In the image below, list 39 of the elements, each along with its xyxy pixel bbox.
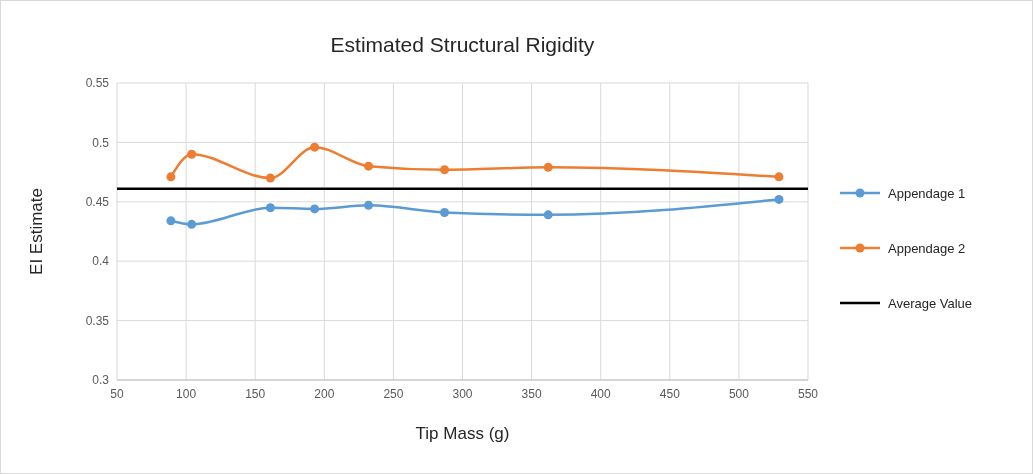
point bbox=[265, 203, 275, 213]
y-axis-title: EI Estimate bbox=[27, 188, 46, 275]
x-axis-title: Tip Mass (g) bbox=[415, 424, 510, 443]
point bbox=[187, 149, 197, 159]
y-tick-label: 0.5 bbox=[92, 135, 110, 150]
y-tick-label: 0.4 bbox=[92, 254, 110, 269]
point bbox=[187, 219, 197, 229]
point bbox=[364, 200, 374, 210]
point bbox=[440, 165, 450, 175]
legend-label: Appendage 1 bbox=[888, 185, 966, 201]
x-tick-label: 250 bbox=[383, 387, 404, 401]
point bbox=[166, 172, 176, 182]
x-tick-label: 500 bbox=[728, 387, 750, 401]
x-tick-label: 100 bbox=[176, 387, 197, 401]
legend-label: Appendage 2 bbox=[888, 240, 966, 256]
y-tick-label: 0.35 bbox=[85, 313, 110, 328]
x-tick-label: 150 bbox=[245, 387, 266, 401]
point bbox=[310, 142, 320, 152]
point bbox=[774, 172, 784, 182]
x-tick-label: 550 bbox=[797, 387, 819, 401]
x-tick-label: 450 bbox=[659, 387, 681, 401]
chart-title: Estimated Structural Rigidity bbox=[330, 33, 595, 56]
point bbox=[774, 194, 784, 204]
point bbox=[265, 173, 275, 183]
point bbox=[543, 210, 553, 220]
x-tick-label: 350 bbox=[521, 387, 542, 401]
x-tick-label: 200 bbox=[314, 387, 335, 401]
x-tick-label: 300 bbox=[452, 387, 473, 401]
y-tick-label: 0.3 bbox=[92, 373, 110, 388]
point bbox=[440, 207, 450, 217]
point bbox=[364, 161, 374, 171]
point bbox=[166, 216, 176, 226]
x-tick-label: 400 bbox=[590, 387, 612, 401]
point bbox=[310, 204, 320, 214]
x-tick-label: 50 bbox=[110, 387, 124, 401]
point bbox=[543, 162, 553, 172]
legend-label: Average Value bbox=[888, 295, 973, 311]
y-tick-label: 0.45 bbox=[85, 195, 110, 209]
y-tick-label: 0.55 bbox=[85, 76, 110, 91]
